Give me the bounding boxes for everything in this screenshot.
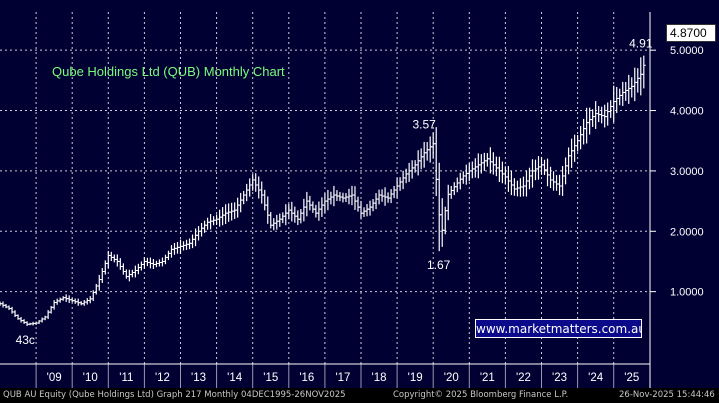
x-tick-label: '11 (119, 372, 133, 384)
footer-timestamp: 26-Nov-2025 15:44:46 (619, 390, 715, 400)
x-tick-label: '20 (444, 372, 459, 384)
last-price-label: 4.8700 (666, 24, 716, 42)
price-annotation: 43c (16, 333, 35, 347)
price-annotation: 3.57 (412, 118, 436, 132)
x-tick-label: '13 (191, 372, 206, 384)
footer-left: QUB AU Equity (Qube Holdings Ltd) Graph … (3, 390, 346, 400)
x-tick-label: '15 (263, 372, 278, 384)
x-tick-label: '24 (588, 372, 604, 384)
y-tick-label: 1.0000 (670, 287, 704, 299)
y-tick-label: 5.0000 (670, 45, 704, 57)
y-tick-label: 2.0000 (670, 226, 704, 238)
x-tick-label: '19 (408, 372, 423, 384)
chart-title: Qube Holdings Ltd (QUB) Monthly Chart (52, 64, 285, 79)
x-tick-label: '23 (552, 372, 567, 384)
watermark-link[interactable]: www.marketmatters.com.au (475, 319, 642, 338)
x-tick-label: '18 (372, 372, 387, 384)
x-tick-label: '16 (299, 372, 314, 384)
x-tick-label: '09 (47, 372, 62, 384)
footer-copyright: Copyright© 2025 Bloomberg Finance L.P. (393, 390, 569, 400)
y-axis: 1.0000 2.0000 3.0000 4.0000 5.0000 (649, 12, 704, 388)
y-tick-label: 4.0000 (670, 106, 704, 118)
x-tick-label: '12 (155, 372, 170, 384)
x-tick-label: '25 (624, 372, 639, 384)
price-annotation: 4.91 (629, 37, 653, 51)
y-tick-label: 3.0000 (670, 166, 704, 178)
x-axis: '09 '10 '11 '12 '13 '14 '15 '16 '17 '18 '19 '20 '21 '… (0, 363, 650, 388)
x-tick-label: '22 (516, 372, 531, 384)
chart-annotations: 43c 3.57 1.67 4.91 (16, 37, 653, 347)
x-tick-label: '10 (83, 372, 98, 384)
x-tick-label: '17 (335, 372, 350, 384)
price-annotation: 1.67 (427, 258, 451, 272)
ohlc-bars (0, 55, 646, 327)
x-tick-label: '21 (480, 372, 495, 384)
x-tick-label: '14 (227, 372, 243, 384)
footer-bar: QUB AU Equity (Qube Holdings Ltd) Graph … (0, 388, 719, 403)
